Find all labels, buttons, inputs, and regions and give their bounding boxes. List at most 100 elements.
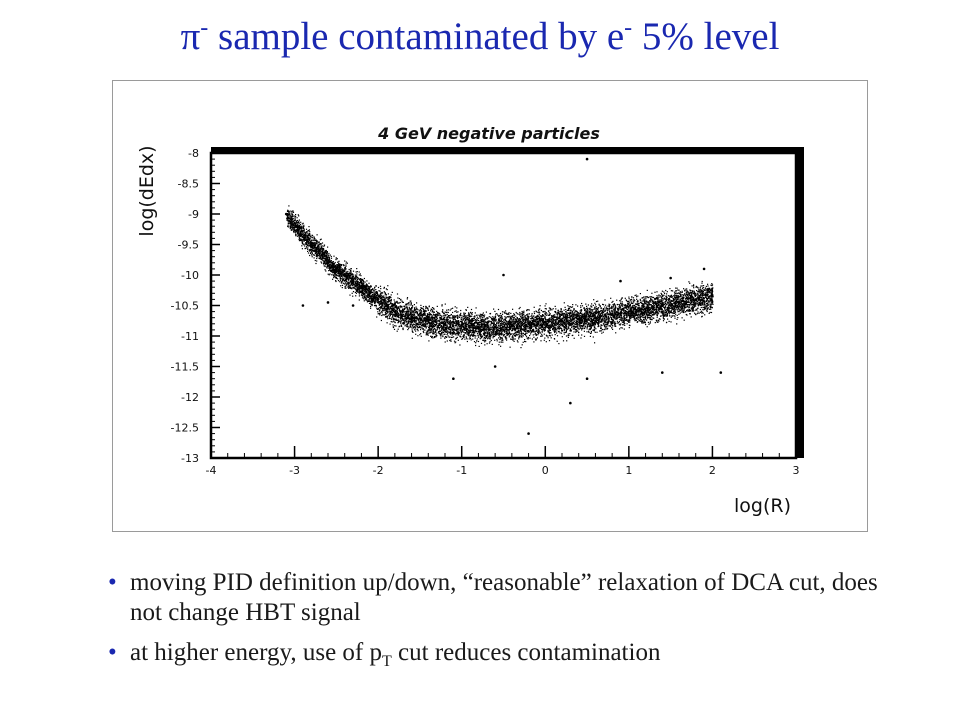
data-point [663, 306, 665, 308]
data-point [391, 291, 393, 293]
data-point [632, 308, 634, 311]
data-point [692, 305, 694, 307]
data-point [637, 318, 639, 320]
data-point [447, 332, 449, 335]
data-point [514, 321, 517, 323]
data-point [610, 322, 612, 324]
data-point [452, 307, 454, 309]
data-point [674, 311, 677, 313]
data-point [377, 296, 379, 299]
data-point [561, 329, 563, 331]
data-point [488, 334, 491, 336]
data-point [690, 294, 693, 296]
data-point [505, 323, 507, 325]
data-point [697, 290, 699, 293]
data-point [519, 313, 521, 315]
data-point [356, 291, 359, 293]
data-point [387, 296, 389, 298]
data-point [544, 322, 546, 324]
data-point [557, 317, 559, 319]
data-point [706, 310, 708, 313]
data-point [464, 326, 466, 328]
data-point [480, 314, 482, 316]
data-point [356, 273, 358, 275]
data-point [614, 309, 616, 311]
data-point [462, 338, 464, 340]
data-point [519, 318, 521, 320]
data-point [508, 312, 510, 314]
data-point [527, 330, 529, 332]
data-point [468, 338, 470, 340]
data-point [678, 313, 680, 315]
data-point [314, 239, 317, 241]
data-point [637, 308, 639, 310]
data-point [369, 300, 371, 302]
data-point [546, 335, 548, 337]
data-point [572, 323, 574, 325]
data-point [610, 317, 613, 319]
data-point [509, 327, 511, 329]
data-point [499, 319, 501, 321]
data-point [671, 299, 673, 302]
data-point [446, 333, 448, 336]
data-point [566, 340, 568, 342]
data-point [517, 341, 519, 343]
data-point [528, 330, 530, 332]
data-point [490, 323, 492, 325]
data-point [635, 294, 637, 296]
data-point [629, 305, 631, 307]
data-point [517, 324, 519, 326]
data-point [551, 316, 553, 318]
data-point [488, 331, 490, 333]
data-point [585, 309, 587, 311]
data-point [606, 318, 608, 320]
data-point [420, 310, 422, 312]
data-point [687, 304, 689, 306]
data-point [482, 318, 484, 320]
data-point [416, 325, 419, 328]
data-point [595, 304, 597, 306]
data-point [709, 306, 711, 308]
data-point [712, 301, 714, 303]
data-point [702, 291, 704, 293]
data-point [385, 299, 387, 302]
data-point [468, 319, 470, 321]
data-point [516, 333, 518, 335]
data-point [600, 309, 602, 312]
data-point [545, 303, 547, 305]
data-point [462, 324, 464, 326]
data-point [634, 310, 636, 312]
data-point [415, 326, 417, 329]
data-point [317, 250, 319, 253]
data-point [457, 328, 459, 330]
data-point [579, 318, 581, 320]
data-point [455, 329, 457, 331]
y-tick-label: -10.5 [171, 300, 199, 313]
data-point [710, 289, 712, 291]
data-point [300, 239, 302, 242]
data-point [517, 334, 519, 336]
data-point [673, 299, 676, 301]
data-point [531, 324, 533, 326]
data-point [575, 310, 577, 312]
data-point [520, 327, 522, 329]
data-point [701, 287, 704, 289]
data-point [535, 333, 537, 335]
data-point [635, 319, 637, 322]
data-point [661, 294, 663, 296]
data-point [640, 320, 642, 322]
data-point [670, 294, 672, 296]
data-point [503, 327, 505, 329]
data-point [491, 343, 493, 345]
data-point [519, 321, 521, 323]
data-point [511, 320, 513, 322]
data-point [557, 319, 559, 321]
data-point [449, 323, 451, 325]
data-point [676, 308, 678, 311]
data-point [630, 317, 632, 319]
data-point [352, 270, 355, 272]
data-point [540, 322, 542, 324]
data-point [417, 324, 419, 326]
data-point [614, 316, 616, 318]
data-point [707, 285, 709, 287]
